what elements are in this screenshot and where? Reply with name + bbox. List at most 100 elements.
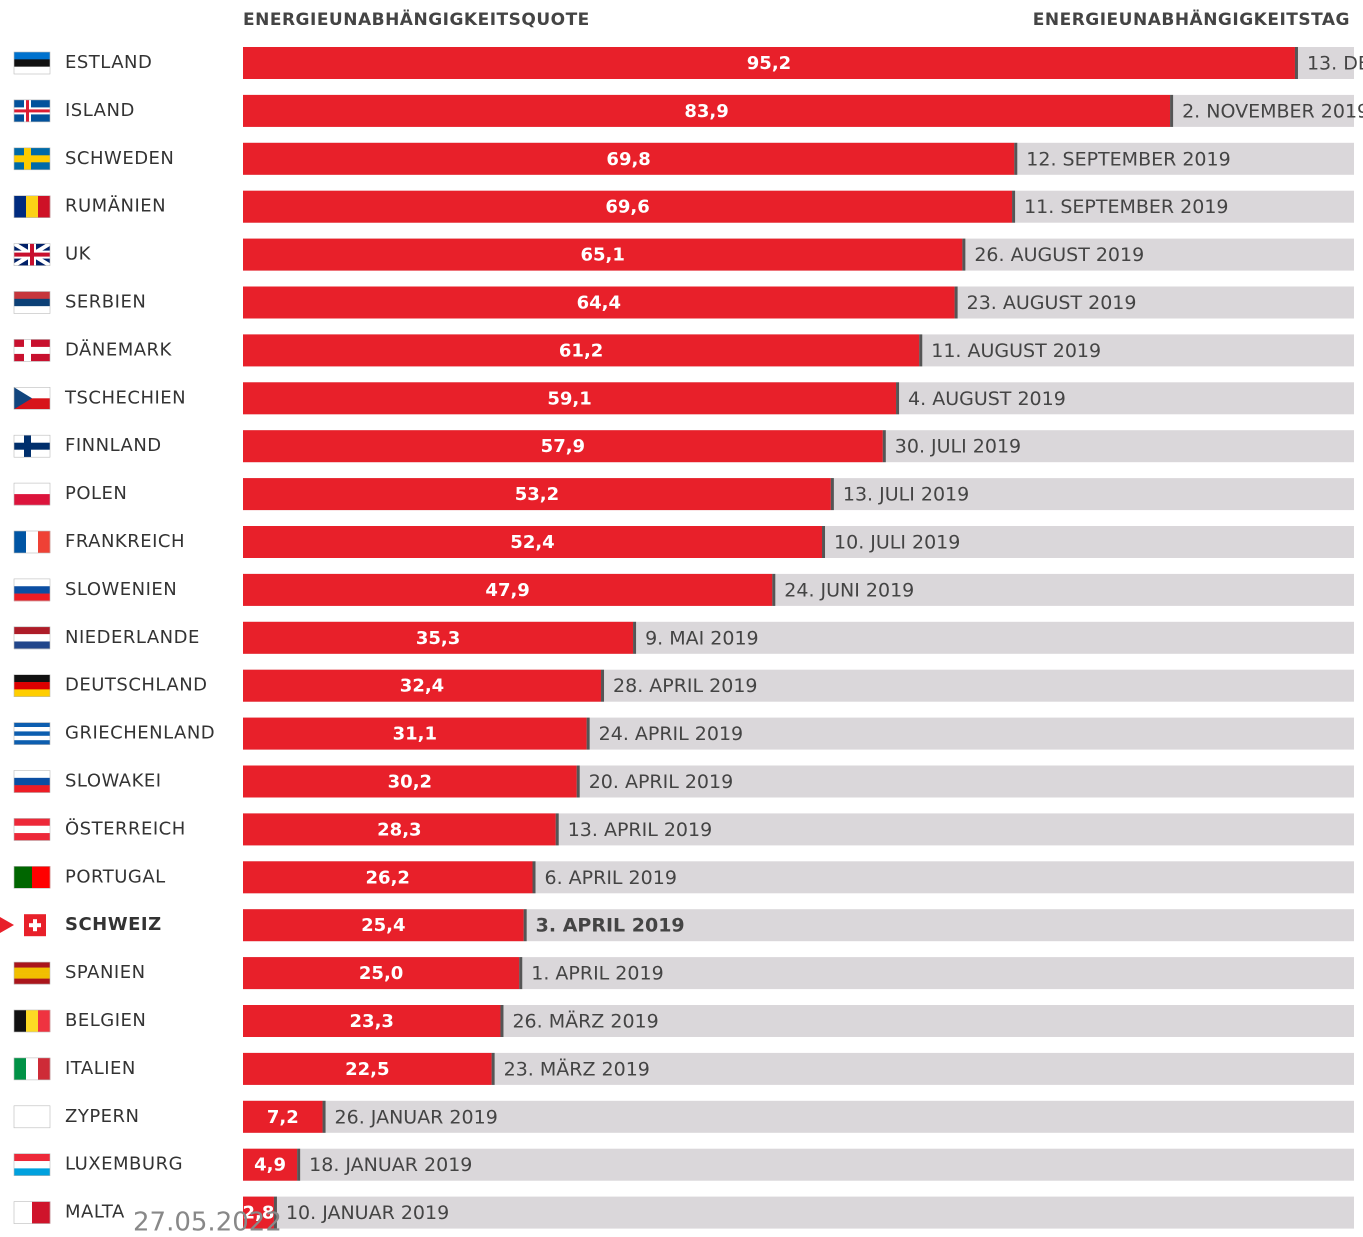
flag-part (14, 298, 50, 307)
flag-border (13, 626, 51, 650)
flag-part (14, 1105, 50, 1129)
category-label: ITALIEN (65, 1058, 136, 1079)
category-label: ESTLAND (65, 52, 152, 73)
value-label: 69,6 (605, 197, 649, 218)
flag (13, 1105, 51, 1129)
bar-end (491, 1052, 495, 1085)
category-label: SLOWAKEI (65, 771, 162, 792)
date-label: 2. NOVEMBER 2019 (1182, 100, 1363, 122)
flag-part (26, 195, 39, 218)
flag-border (13, 482, 51, 506)
bar (243, 238, 963, 271)
bar (243, 669, 602, 702)
flag (13, 386, 51, 410)
flag-part (26, 1057, 39, 1080)
value-label: 31,1 (393, 724, 437, 745)
date-label: 11. SEPTEMBER 2019 (1024, 196, 1228, 218)
bar (243, 957, 520, 990)
date-label: 26. AUGUST 2019 (974, 244, 1144, 266)
date-label: 11. AUGUST 2019 (931, 340, 1101, 362)
flag-border (13, 722, 51, 745)
bar-end (882, 430, 886, 463)
bar-end (919, 334, 923, 367)
bar-end (962, 238, 966, 271)
flag-part (14, 825, 50, 834)
flag-part (14, 731, 50, 737)
flag-part (14, 494, 50, 506)
date-label: 28. APRIL 2019 (613, 675, 758, 697)
flag (13, 626, 51, 650)
flag (13, 578, 51, 602)
bar (243, 909, 524, 942)
flag-part (26, 1010, 39, 1032)
category-label: SCHWEDEN (65, 148, 174, 169)
date-label: 26. MÄRZ 2019 (512, 1010, 658, 1033)
bar-end (576, 765, 580, 798)
bar (243, 717, 587, 750)
flag-part (14, 866, 33, 889)
date-label: 23. AUGUST 2019 (967, 292, 1137, 314)
flag-part (14, 1161, 50, 1169)
value-label: 25,4 (361, 915, 405, 936)
flag (13, 961, 51, 985)
bar-end (830, 478, 834, 511)
flag-part (14, 973, 50, 979)
flag-border (13, 865, 51, 889)
flag (13, 1201, 51, 1224)
value-label: 57,9 (541, 436, 585, 457)
category-label: MALTA (65, 1202, 125, 1223)
value-label: 64,4 (577, 293, 621, 314)
flag-border (13, 1057, 51, 1081)
flag-border (13, 1009, 51, 1033)
category-label: DEUTSCHLAND (65, 675, 208, 696)
flag-part (14, 818, 50, 827)
date-label: 10. JULI 2019 (834, 532, 960, 554)
flag-part (14, 641, 50, 650)
bar (243, 286, 955, 319)
flag (13, 1057, 51, 1081)
flag-part (14, 593, 50, 602)
flag (13, 722, 51, 745)
category-label: NIEDERLANDE (65, 627, 200, 648)
flag-part (14, 109, 50, 113)
category-label: FRANKREICH (65, 531, 185, 552)
date-label: 18. JANUAR 2019 (309, 1154, 472, 1176)
flag-border (13, 1201, 51, 1224)
annotation-title: ENERGIEUNABHÄNGIGKEITSTAG (1033, 8, 1350, 30)
flag-border (13, 530, 51, 554)
bar (243, 765, 577, 798)
flag-part (14, 626, 50, 635)
bar (243, 190, 1013, 223)
flag-part (14, 66, 50, 75)
value-label: 83,9 (684, 101, 728, 122)
flag-border (13, 770, 51, 793)
x-axis-title: ENERGIEUNABHÄNGIGKEITSQUOTE (243, 8, 590, 30)
date-label: 3. APRIL 2019 (536, 915, 685, 937)
flag-part (38, 195, 51, 218)
bar (243, 621, 634, 654)
flag-part (14, 195, 27, 218)
category-label: TSCHECHIEN (64, 387, 186, 408)
flag-border (13, 386, 51, 410)
bar-track (243, 1148, 1354, 1181)
bar-end (586, 717, 590, 750)
bar-end (633, 621, 637, 654)
value-label: 4,9 (254, 1155, 286, 1176)
highlight-arrow (0, 917, 14, 933)
flag-part (14, 1201, 33, 1224)
bar-end (1294, 47, 1298, 79)
category-label: SLOWENIEN (65, 579, 177, 600)
flag-border (13, 147, 51, 171)
bar (243, 47, 1295, 79)
bar-end (297, 1148, 301, 1181)
flag (13, 482, 51, 506)
bar-end (532, 861, 536, 894)
flag-part (14, 157, 50, 161)
date-label: 24. APRIL 2019 (599, 723, 744, 745)
category-label: BELGIEN (65, 1010, 146, 1031)
flag (13, 291, 51, 314)
category-label: FINNLAND (65, 435, 162, 456)
flag-part (14, 1168, 50, 1176)
flag-border (13, 961, 51, 985)
flag-border (13, 243, 51, 266)
